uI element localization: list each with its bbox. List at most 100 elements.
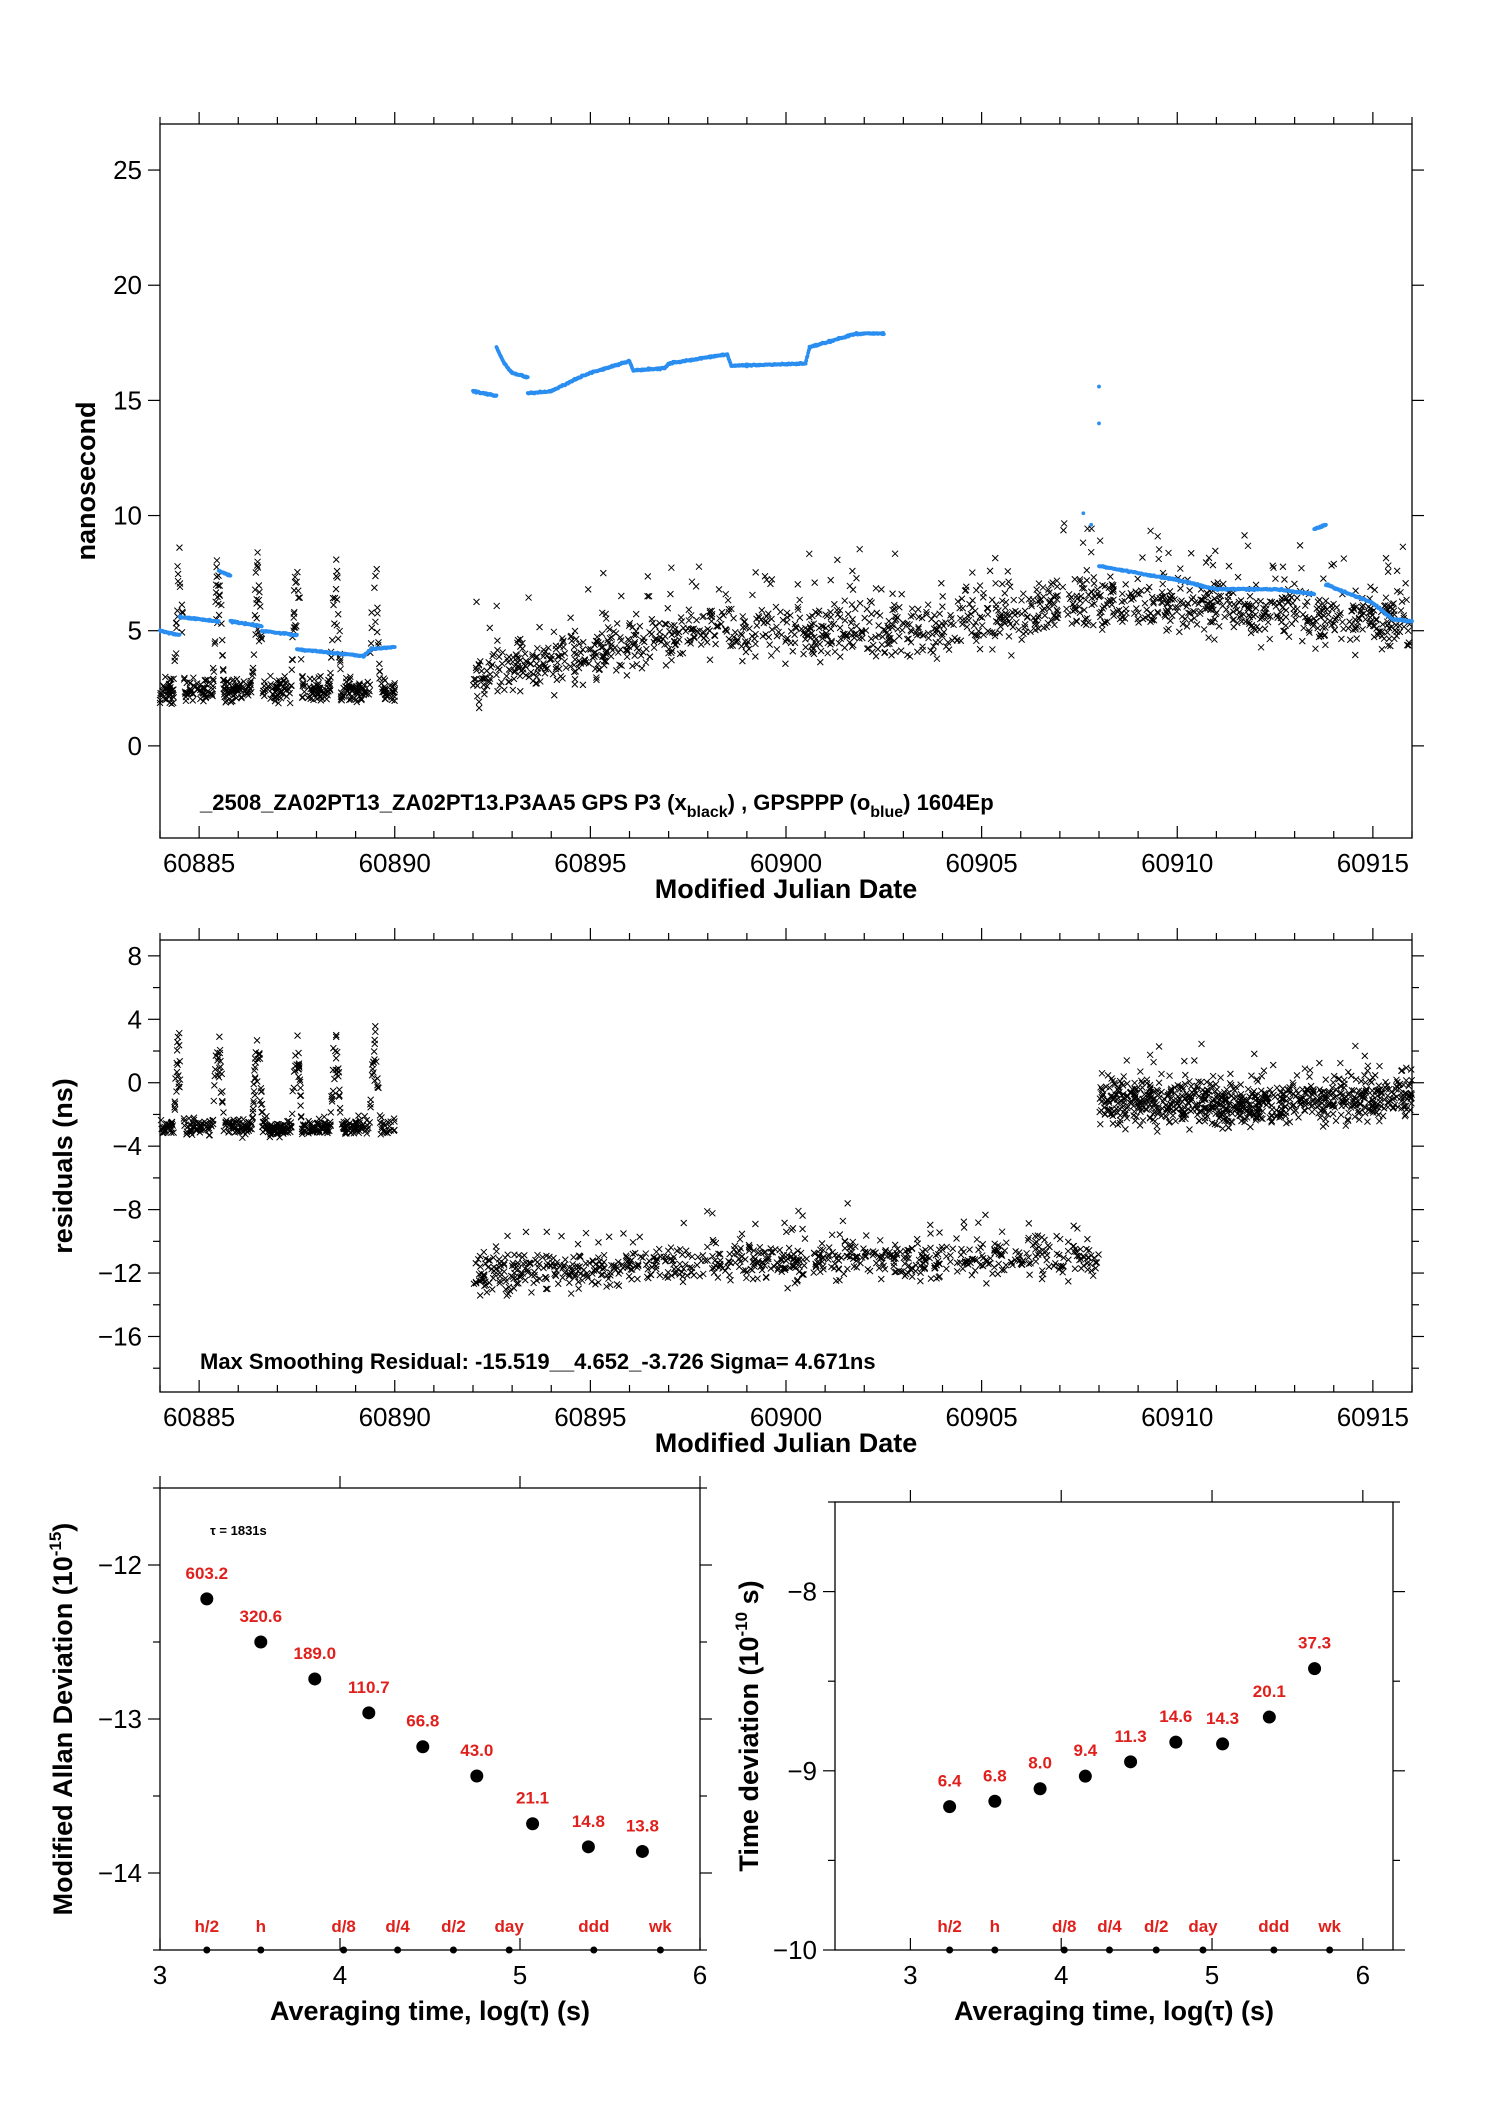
y-tick-label: −12 [98, 1258, 142, 1288]
data-point-black [891, 550, 899, 558]
data-point-black [1011, 611, 1019, 619]
annot-sub: blue [870, 804, 903, 821]
data-point [558, 1232, 565, 1240]
data-point [1295, 1113, 1302, 1121]
data-point [933, 1275, 940, 1282]
data-point-black [186, 679, 194, 687]
data-point [220, 1127, 228, 1135]
data-point-black [706, 656, 714, 664]
data-point [600, 1251, 608, 1259]
data-point-black [1001, 589, 1009, 597]
data-point-black [1147, 527, 1154, 535]
data-point [249, 1105, 257, 1113]
data-point-black [1398, 598, 1406, 605]
data-point-black [805, 550, 813, 558]
data-point-black [682, 627, 690, 635]
data-point-black [215, 611, 223, 619]
data-point-black [936, 610, 944, 618]
data-point-black [1388, 605, 1396, 613]
data-point-black [291, 573, 299, 581]
data-point-black [930, 642, 937, 650]
data-point-black [881, 648, 889, 656]
data-point-black [1090, 580, 1098, 587]
data-point [840, 1270, 848, 1278]
data-point [259, 1128, 267, 1136]
data-point-black [366, 681, 374, 689]
data-point-black [685, 606, 693, 614]
data-point-black [163, 695, 171, 703]
data-point-black [666, 627, 673, 635]
data-point [554, 1280, 562, 1288]
data-point [799, 1225, 806, 1233]
data-point-black [1296, 542, 1304, 549]
data-point [355, 1112, 362, 1119]
data-point-black [571, 627, 579, 635]
data-point-black [312, 681, 320, 689]
data-point-black [475, 660, 483, 668]
data-point [844, 1265, 851, 1273]
data-point-black [1039, 584, 1047, 591]
data-point-black [334, 635, 342, 643]
data-point-black [533, 644, 541, 652]
data-point-black [229, 692, 237, 699]
data-point [216, 1033, 223, 1041]
data-point-black [516, 643, 524, 650]
data-point-black [247, 681, 254, 689]
data-point-black [256, 588, 263, 596]
data-point-black [1024, 613, 1031, 621]
data-point-black [1299, 611, 1307, 618]
data-point-black [624, 648, 631, 655]
data-point-black [1083, 566, 1091, 574]
data-point-black [1006, 583, 1014, 591]
data-point-black [848, 601, 856, 608]
data-point-black [176, 544, 183, 551]
data-point-blue [259, 624, 264, 629]
data-point [756, 1243, 764, 1251]
data-point-black [1059, 583, 1067, 591]
data-point [676, 1260, 684, 1268]
plot-frame [159, 939, 1413, 1393]
data-point [935, 1246, 943, 1254]
data-point-black [851, 605, 859, 613]
data-point [336, 1092, 343, 1100]
data-point-black [174, 562, 181, 570]
data-point-black [1298, 637, 1306, 645]
data-point-black [1098, 626, 1106, 634]
data-point-black [1272, 575, 1279, 583]
data-point [297, 1112, 305, 1120]
data-point-black [684, 638, 691, 645]
data-point-black [1014, 609, 1022, 617]
data-point [953, 1268, 961, 1275]
data-point-black [872, 584, 880, 592]
data-point-black [1191, 608, 1199, 616]
data-point-black [703, 638, 711, 646]
data-point-black [848, 643, 856, 650]
data-point-black [509, 658, 517, 666]
data-point-black [1338, 635, 1345, 643]
data-point-black [513, 652, 521, 659]
data-point [759, 1258, 766, 1266]
data-point-black [1372, 616, 1380, 624]
data-point-black [214, 593, 221, 601]
data-point [543, 1228, 551, 1236]
data-point-black [693, 627, 701, 635]
data-point-black [889, 624, 896, 631]
data-point-black [329, 594, 337, 602]
data-point-black [208, 691, 216, 699]
data-point-black [878, 586, 885, 593]
data-point [795, 1207, 802, 1215]
data-point-black [593, 676, 600, 684]
data-point-black [1041, 612, 1049, 619]
data-point [173, 1047, 181, 1054]
data-point-black [367, 640, 375, 647]
data-point-black [160, 682, 167, 690]
data-point-black [172, 650, 180, 657]
data-point [210, 1097, 218, 1105]
data-point [942, 1265, 950, 1273]
data-point-black [1096, 609, 1103, 617]
data-point [741, 1256, 749, 1263]
data-point-black [200, 697, 207, 705]
data-point-black [203, 681, 211, 689]
data-point-black [1396, 628, 1404, 636]
data-point-black [687, 625, 695, 633]
